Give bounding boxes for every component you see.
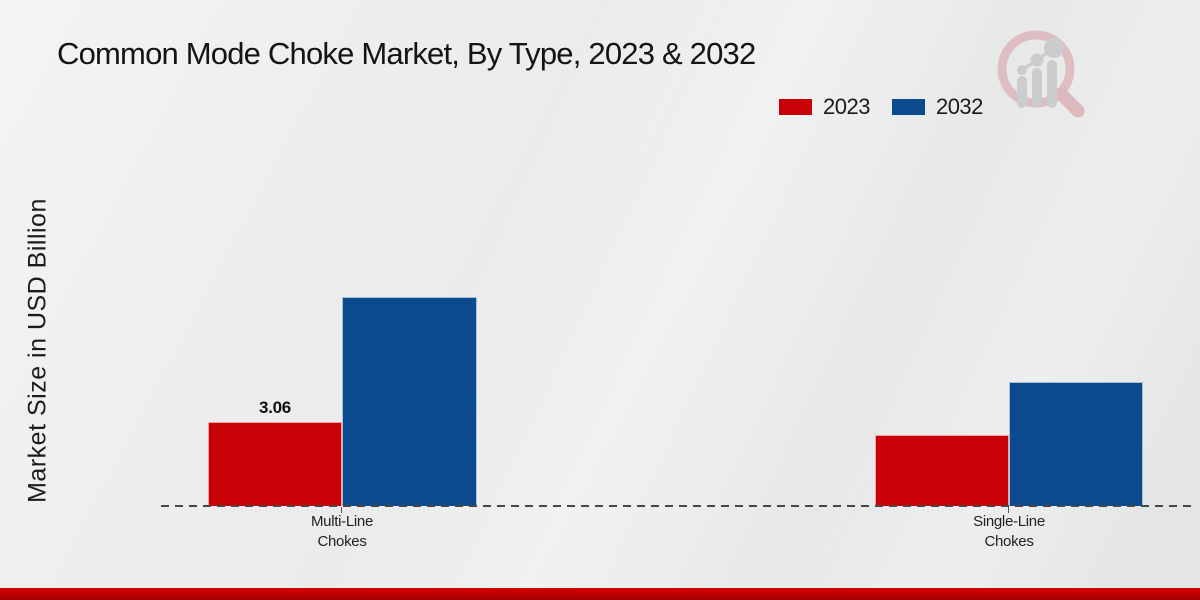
x-axis-tick-single-line xyxy=(1008,507,1009,513)
brand-logo xyxy=(988,24,1088,119)
category-label-single-line: Single-Line Chokes xyxy=(973,513,1045,550)
legend: 2023 2032 xyxy=(779,94,983,120)
x-axis-tick-multi-line xyxy=(341,507,342,513)
bar-2032-multi-line xyxy=(342,297,477,506)
legend-label-2032: 2032 xyxy=(935,94,983,119)
bar-2032-single-line xyxy=(1009,382,1143,506)
legend-item-2023: 2023 xyxy=(779,94,870,120)
x-axis-dashed-line xyxy=(161,505,1193,507)
bar-value-label-2023-multi-line: 3.06 xyxy=(259,398,291,417)
category-label-multi-line: Multi-Line Chokes xyxy=(310,513,374,550)
legend-item-2032: 2032 xyxy=(891,94,983,120)
bar-2023-single-line xyxy=(875,435,1009,506)
legend-swatch-2032 xyxy=(891,99,925,115)
bar-2023-multi-line xyxy=(208,422,342,506)
chart-title: Common Mode Choke Market, By Type, 2023 … xyxy=(57,36,756,71)
footer-accent-bar xyxy=(0,588,1200,600)
magnifier-chart-icon xyxy=(997,30,1085,118)
legend-swatch-2023 xyxy=(779,99,812,115)
legend-label-2023: 2023 xyxy=(823,94,870,119)
